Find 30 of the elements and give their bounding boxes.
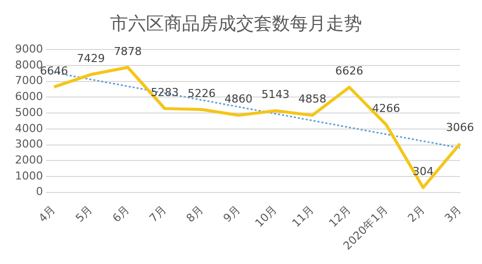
y-tick-label: 9000	[14, 42, 43, 56]
data-label: 7878	[114, 44, 142, 58]
y-tick-label: 2000	[14, 154, 43, 166]
chart-title: 市六区商品房成交套数每月走势	[110, 13, 362, 34]
data-label: 5226	[188, 86, 216, 100]
x-tick-label: 4月	[36, 202, 58, 225]
x-tick-label: 8月	[184, 202, 206, 225]
x-tick-label: 10月	[252, 202, 280, 230]
x-tick-label: 3月	[442, 202, 464, 225]
x-tick-label: 6月	[110, 202, 132, 225]
y-tick-label: 3000	[14, 138, 43, 151]
y-tick-label: 0	[36, 185, 43, 198]
y-tick-label: 5000	[14, 106, 43, 119]
data-label: 4858	[298, 92, 326, 106]
x-tick-label: 7月	[146, 202, 169, 225]
data-label: 3066	[446, 121, 474, 134]
y-tick-label: 4000	[14, 122, 43, 135]
y-tick-label: 1000	[14, 169, 43, 182]
data-label: 4860	[224, 92, 253, 106]
y-tick-label: 6000	[14, 90, 43, 104]
x-tick-label: 5月	[73, 202, 96, 225]
x-tick-label: 9月	[220, 202, 243, 225]
y-tick-label: 7000	[14, 74, 43, 88]
x-tick-label: 2月	[405, 202, 428, 225]
data-label: 7429	[76, 52, 105, 65]
x-tick-label: 11月	[290, 202, 317, 230]
x-tick-label: 12月	[326, 202, 354, 230]
data-label: 6626	[335, 64, 364, 78]
data-label: 4266	[372, 102, 400, 116]
data-label: 5143	[261, 88, 290, 102]
